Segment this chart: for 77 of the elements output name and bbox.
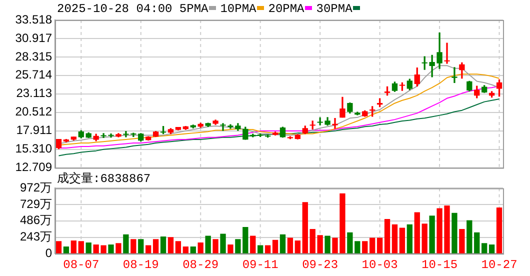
legend-label: 10PMA: [220, 2, 256, 16]
bar: [228, 244, 234, 254]
x-tick-label: 08-07: [63, 258, 100, 272]
bar: [264, 245, 271, 254]
legend-label: 20PMA: [268, 2, 304, 16]
x-tick-label: 10-03: [362, 258, 398, 272]
bar: [70, 240, 76, 254]
bar: [324, 236, 330, 254]
bar: [474, 232, 480, 254]
x-tick-label: 08-29: [182, 258, 219, 272]
bar: [362, 241, 368, 254]
bar: [182, 246, 188, 254]
bar: [160, 236, 166, 254]
bar: [488, 244, 495, 254]
y-tick-label: 972万: [20, 180, 52, 195]
bar: [190, 246, 196, 254]
x-tick-label: 10-15: [422, 258, 458, 272]
bar: [272, 240, 278, 254]
bar: [399, 228, 406, 254]
bar: [414, 212, 420, 254]
legend-label: 5PMA: [179, 2, 208, 16]
y-tick-label: 17.911: [16, 123, 52, 138]
chart-title: 2025-10-28 04:00: [57, 2, 174, 16]
bar: [452, 212, 458, 254]
chart-title: 成交量:6838867: [57, 172, 151, 186]
bar: [250, 236, 256, 254]
bar: [406, 224, 412, 254]
bar: [168, 237, 174, 254]
bar: [370, 238, 376, 254]
y-tick-label: 28.315: [15, 49, 52, 64]
x-tick-label: 10-27: [481, 258, 518, 272]
x-tick-label: 08-19: [122, 258, 159, 272]
y-tick-label: 25.714: [15, 68, 52, 82]
bar: [392, 224, 398, 254]
bar: [376, 238, 383, 254]
bar: [138, 239, 144, 254]
y-tick-label: 33.518: [15, 12, 52, 26]
y-tick-label: 0: [45, 246, 52, 260]
bar: [287, 238, 294, 254]
bar: [63, 246, 70, 254]
bar: [175, 241, 182, 254]
bar: [466, 220, 472, 254]
bar: [212, 239, 218, 254]
bar: [86, 242, 92, 254]
bar: [459, 229, 465, 254]
x-tick-label: 09-23: [302, 258, 338, 272]
y-tick-label: 23.113: [16, 86, 52, 100]
bar: [78, 241, 84, 254]
bar: [482, 243, 488, 254]
y-tick-label: 243万: [20, 230, 52, 244]
bar: [302, 202, 308, 254]
bar: [205, 236, 211, 254]
bar: [280, 234, 286, 254]
x-tick-label: 09-11: [242, 258, 278, 272]
legend-label: 30PMA: [316, 2, 352, 16]
y-tick-label: 12.709: [15, 160, 52, 174]
bar: [130, 239, 136, 254]
y-tick-label: 15.310: [15, 142, 52, 156]
bar: [429, 216, 435, 254]
bar: [56, 241, 62, 254]
bar: [198, 242, 204, 254]
bar: [294, 240, 300, 254]
bar: [108, 244, 114, 254]
y-tick-label: 20.512: [15, 104, 52, 119]
bar: [422, 224, 428, 254]
bar: [496, 208, 502, 254]
bar: [116, 243, 122, 254]
bar: [152, 239, 159, 254]
bar: [384, 218, 390, 254]
bar: [123, 234, 129, 254]
y-tick-label: 30.917: [15, 30, 52, 45]
candlestick: [399, 82, 406, 91]
bar: [258, 245, 264, 254]
bar: [146, 245, 152, 254]
y-tick-label: 486万: [20, 213, 52, 228]
y-tick-label: 729万: [20, 196, 52, 211]
bar: [220, 234, 226, 254]
